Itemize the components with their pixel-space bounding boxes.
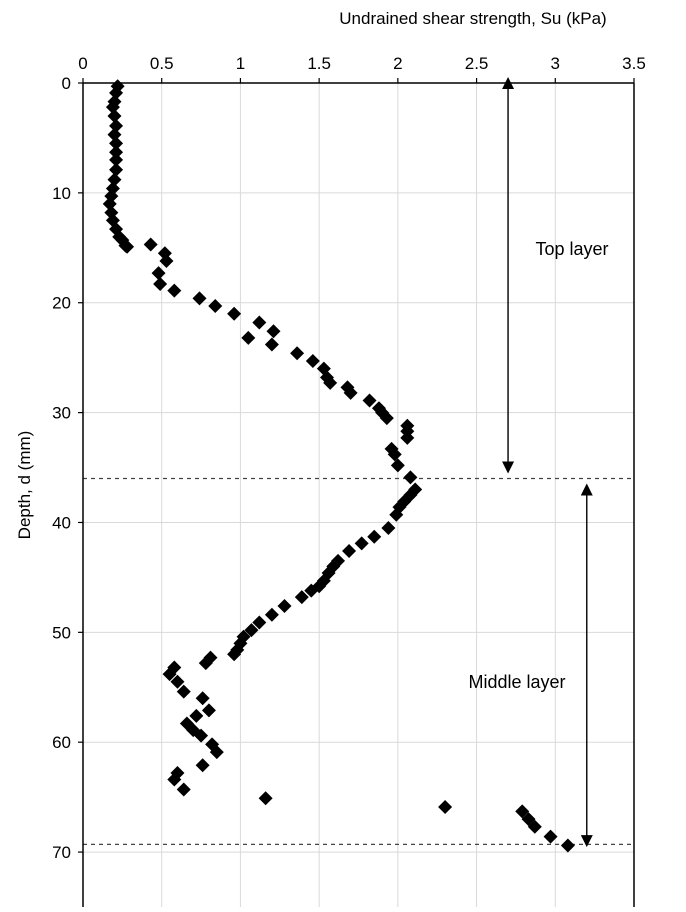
data-point-67	[304, 583, 319, 598]
data-point-42	[362, 393, 377, 408]
data-point-68	[294, 590, 309, 605]
y-tick-label-4: 40	[52, 513, 71, 532]
data-point-93	[167, 772, 182, 787]
y-axis-title: Depth, d (mm)	[15, 431, 34, 540]
data-point-45	[379, 411, 394, 426]
data-point-60	[354, 536, 369, 551]
layer-arrows	[502, 77, 593, 848]
data-point-96	[438, 800, 453, 815]
x-tick-label-2: 1	[236, 54, 245, 73]
data-point-24	[159, 253, 174, 268]
data-point-82	[176, 684, 191, 699]
data-point-31	[252, 315, 267, 330]
data-point-52	[403, 470, 418, 485]
data-point-69	[277, 598, 292, 613]
data-point-91	[195, 758, 210, 773]
data-point-11	[107, 172, 122, 187]
data-point-3	[105, 100, 120, 115]
y-tick-label-5: 50	[52, 623, 71, 642]
data-point-29	[208, 299, 223, 314]
y-tick-label-3: 30	[52, 404, 71, 423]
data-point-33	[241, 330, 256, 345]
grid-lines	[83, 83, 634, 907]
data-point-57	[389, 507, 404, 522]
data-point-51	[390, 458, 405, 473]
y-tick-label-6: 60	[52, 733, 71, 752]
data-point-81	[170, 674, 185, 689]
data-point-9	[109, 152, 124, 167]
data-point-35	[290, 346, 305, 361]
data-point-25	[151, 266, 166, 281]
data-point-32	[266, 324, 281, 339]
top-layer-label: Top layer	[535, 239, 608, 259]
data-point-5	[109, 118, 124, 133]
data-point-100	[543, 829, 558, 844]
axes-frame	[82, 82, 635, 907]
x-tick-label-5: 2.5	[465, 54, 489, 73]
data-point-26	[153, 277, 168, 292]
y-axis-ticks: 0 10 20 30 40 50 60 70	[52, 74, 83, 862]
data-point-48	[400, 430, 415, 445]
data-point-80	[162, 667, 177, 682]
data-points	[102, 79, 575, 853]
data-point-4	[107, 108, 122, 123]
data-point-36	[305, 353, 320, 368]
data-point-88	[194, 728, 209, 743]
data-point-78	[198, 656, 213, 671]
data-point-28	[192, 291, 207, 306]
y-tick-label-7: 70	[52, 843, 71, 862]
data-point-70	[264, 607, 279, 622]
x-tick-label-7: 3.5	[622, 54, 646, 73]
data-point-19	[115, 233, 130, 248]
x-axis-ticks: 0 0.5 1 1.5 2 2.5 3 3.5	[78, 54, 646, 83]
y-tick-label-1: 10	[52, 184, 71, 203]
data-point-41	[343, 385, 358, 400]
data-point-30	[227, 306, 242, 321]
data-point-71	[252, 615, 267, 630]
data-point-7	[109, 136, 124, 151]
data-point-76	[227, 647, 242, 662]
data-point-83	[195, 691, 210, 706]
y-tick-label-0: 0	[62, 74, 71, 93]
data-point-39	[323, 375, 338, 390]
data-point-59	[367, 529, 382, 544]
x-tick-label-3: 1.5	[307, 54, 331, 73]
data-point-8	[109, 145, 124, 160]
data-point-58	[381, 520, 396, 535]
middle-layer-label: Middle layer	[468, 672, 565, 692]
layer-boundary-lines	[83, 477, 634, 845]
data-point-84	[201, 703, 216, 718]
data-point-99	[527, 819, 542, 834]
data-point-72	[244, 623, 259, 638]
data-point-22	[143, 237, 158, 252]
data-point-14	[102, 196, 117, 211]
data-point-6	[107, 127, 122, 142]
x-tick-label-6: 3	[551, 54, 560, 73]
data-point-95	[258, 791, 273, 806]
data-point-85	[189, 708, 204, 723]
y-tick-label-2: 20	[52, 294, 71, 313]
data-point-34	[264, 337, 279, 352]
data-point-50	[387, 447, 402, 462]
data-point-90	[209, 745, 224, 760]
data-point-21	[120, 239, 135, 254]
data-point-61	[342, 544, 357, 559]
x-tick-label-4: 2	[393, 54, 402, 73]
x-tick-label-1: 0.5	[150, 54, 174, 73]
data-point-10	[109, 162, 124, 177]
x-axis-title: Undrained shear strength, Su (kPa)	[339, 9, 606, 28]
data-point-27	[167, 283, 182, 298]
x-tick-label-0: 0	[78, 54, 87, 73]
data-point-101	[560, 838, 575, 853]
data-point-94	[176, 782, 191, 797]
data-point-1	[109, 85, 124, 100]
